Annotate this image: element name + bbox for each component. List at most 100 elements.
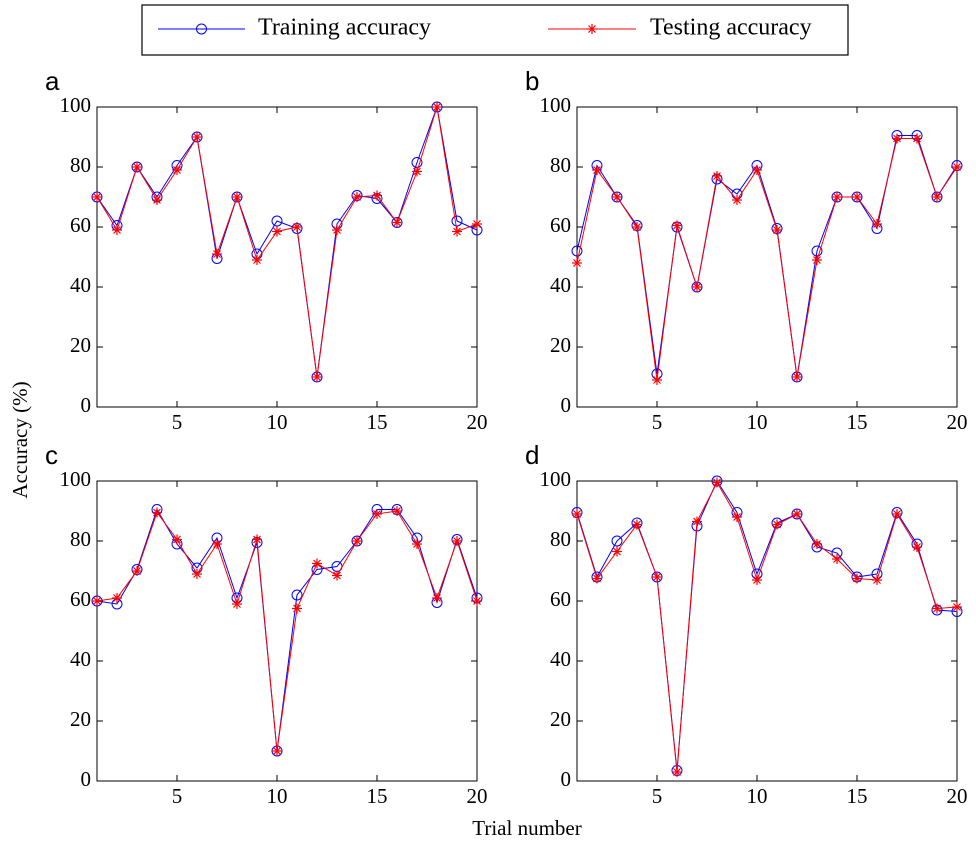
- axes-box: [576, 106, 958, 408]
- y-tick-label: 60: [550, 213, 571, 237]
- series-line: [96, 106, 478, 378]
- y-tick-label: 20: [550, 707, 571, 731]
- asterisk-stroke: [893, 134, 901, 143]
- asterisk-stroke: [613, 193, 621, 201]
- series-line: [576, 135, 958, 378]
- asterisk-marker: [352, 536, 362, 546]
- axes-box: [96, 480, 478, 782]
- x-tick-label: 20: [467, 784, 488, 808]
- asterisk-marker: [292, 603, 302, 614]
- asterisk-stroke: [233, 193, 241, 201]
- circle-marker: [291, 589, 303, 601]
- asterisk-stroke: [893, 510, 901, 518]
- asterisk-stroke: [953, 603, 961, 611]
- x-tick-label: 5: [652, 784, 663, 808]
- asterisk-stroke: [213, 540, 221, 548]
- asterisk-marker: [912, 542, 922, 552]
- asterisk-stroke: [913, 134, 921, 143]
- asterisk-stroke: [153, 508, 161, 517]
- series-line: [96, 510, 478, 752]
- axes-box: [576, 480, 958, 782]
- asterisk-marker: [372, 190, 382, 201]
- series-line: [576, 138, 958, 381]
- asterisk-stroke: [133, 163, 141, 171]
- asterisk-stroke: [293, 223, 301, 231]
- asterisk-marker: [192, 569, 202, 579]
- asterisk-marker: [652, 572, 662, 582]
- asterisk-stroke: [693, 517, 701, 526]
- circle-marker: [451, 215, 463, 227]
- asterisk-marker: [192, 132, 202, 142]
- asterisk-stroke: [473, 597, 481, 605]
- asterisk-marker: [172, 534, 182, 545]
- asterisk-stroke: [813, 256, 821, 264]
- asterisk-stroke: [653, 573, 661, 581]
- series-line: [96, 105, 478, 378]
- asterisk-marker: [432, 593, 442, 603]
- series-line: [96, 508, 478, 752]
- asterisk-marker: [412, 166, 422, 177]
- asterisk-marker: [752, 575, 762, 585]
- asterisk-marker: [852, 573, 862, 584]
- asterisk-stroke: [133, 567, 141, 575]
- circle-marker: [611, 535, 623, 547]
- asterisk-marker: [352, 192, 362, 202]
- asterisk-stroke: [373, 191, 381, 200]
- asterisk-stroke: [753, 166, 761, 174]
- y-tick-label: 100: [60, 93, 92, 117]
- panel-label: d: [525, 440, 539, 470]
- y-tick-label: 40: [550, 273, 571, 297]
- y-tick-label: 60: [70, 213, 91, 237]
- y-tick-label: 100: [540, 467, 572, 491]
- asterisk-marker: [112, 593, 122, 603]
- asterisk-marker: [932, 603, 942, 614]
- asterisk-marker: [372, 509, 382, 519]
- asterisk-marker: [872, 219, 882, 229]
- asterisk-marker: [792, 372, 802, 382]
- asterisk-marker: [252, 534, 262, 545]
- asterisk-marker: [152, 195, 162, 205]
- x-tick-label: 5: [172, 784, 183, 808]
- y-tick-label: 0: [81, 767, 92, 791]
- y-tick-label: 0: [81, 393, 92, 417]
- asterisk-marker: [952, 162, 962, 172]
- asterisk-marker: [872, 575, 882, 585]
- asterisk-marker: [692, 516, 702, 527]
- asterisk-stroke: [233, 600, 241, 608]
- x-axis-label: Trial number: [472, 816, 581, 840]
- asterisk-stroke: [733, 513, 741, 521]
- asterisk-marker: [652, 375, 662, 385]
- asterisk-marker: [472, 596, 482, 606]
- asterisk-marker: [672, 767, 682, 777]
- asterisk-marker: [832, 192, 842, 202]
- asterisk-stroke: [773, 520, 781, 529]
- y-tick-label: 20: [70, 333, 91, 357]
- asterisk-stroke: [313, 559, 321, 568]
- y-tick-label: 60: [70, 587, 91, 611]
- panel-label: c: [45, 440, 58, 470]
- x-tick-label: 10: [267, 410, 288, 434]
- series-line: [576, 481, 958, 773]
- y-tick-label: 20: [70, 707, 91, 731]
- asterisk-marker: [812, 255, 822, 265]
- asterisk-stroke: [873, 576, 881, 584]
- x-tick-label: 20: [947, 410, 968, 434]
- asterisk-stroke: [833, 193, 841, 201]
- asterisk-stroke: [353, 537, 361, 545]
- asterisk-stroke: [933, 604, 941, 613]
- circle-marker: [196, 23, 207, 35]
- asterisk-stroke: [313, 373, 321, 381]
- y-tick-label: 80: [550, 527, 571, 551]
- asterisk-marker: [452, 536, 462, 546]
- x-tick-label: 20: [947, 784, 968, 808]
- asterisk-marker: [152, 507, 162, 518]
- asterisk-stroke: [693, 283, 701, 291]
- asterisk-stroke: [253, 256, 261, 264]
- y-tick-label: 80: [70, 527, 91, 551]
- x-tick-label: 15: [847, 410, 868, 434]
- asterisk-marker: [832, 554, 842, 564]
- asterisk-stroke: [873, 220, 881, 228]
- legend-box: [141, 4, 849, 56]
- asterisk-stroke: [353, 193, 361, 201]
- asterisk-stroke: [193, 133, 201, 141]
